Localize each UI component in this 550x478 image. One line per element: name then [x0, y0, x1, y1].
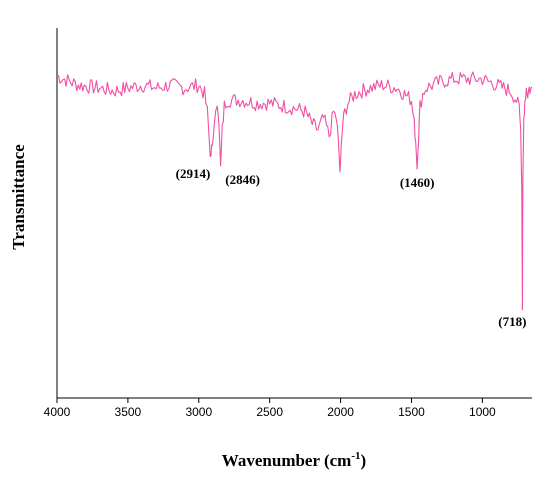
- x-tick-label: 2000: [327, 405, 354, 419]
- peak-label: (1460): [400, 175, 435, 190]
- peak-label: (718): [498, 314, 526, 329]
- x-tick-label: 3000: [185, 405, 212, 419]
- x-tick-label: 4000: [44, 405, 71, 419]
- x-axis-title-superscript: -1: [351, 450, 360, 462]
- y-axis-title: Transmittance: [9, 144, 28, 250]
- x-tick-label: 1000: [469, 405, 496, 419]
- spectrum-line: [56, 71, 533, 311]
- x-axis-title-suffix: ): [361, 451, 367, 470]
- peak-label: (2914): [176, 166, 211, 181]
- x-tick-label: 1500: [398, 405, 425, 419]
- x-axis-title: Wavenumber (cm-1): [222, 450, 366, 470]
- x-tick-label: 2500: [256, 405, 283, 419]
- x-axis-ticks: 4000 3500 3000 2500 2000 1500 1000: [44, 398, 496, 419]
- plot-area: [56, 71, 533, 311]
- x-tick-label: 3500: [115, 405, 142, 419]
- peak-label: (2846): [225, 172, 260, 187]
- peak-annotations: (2914) (2846) (1460) (718): [176, 166, 527, 329]
